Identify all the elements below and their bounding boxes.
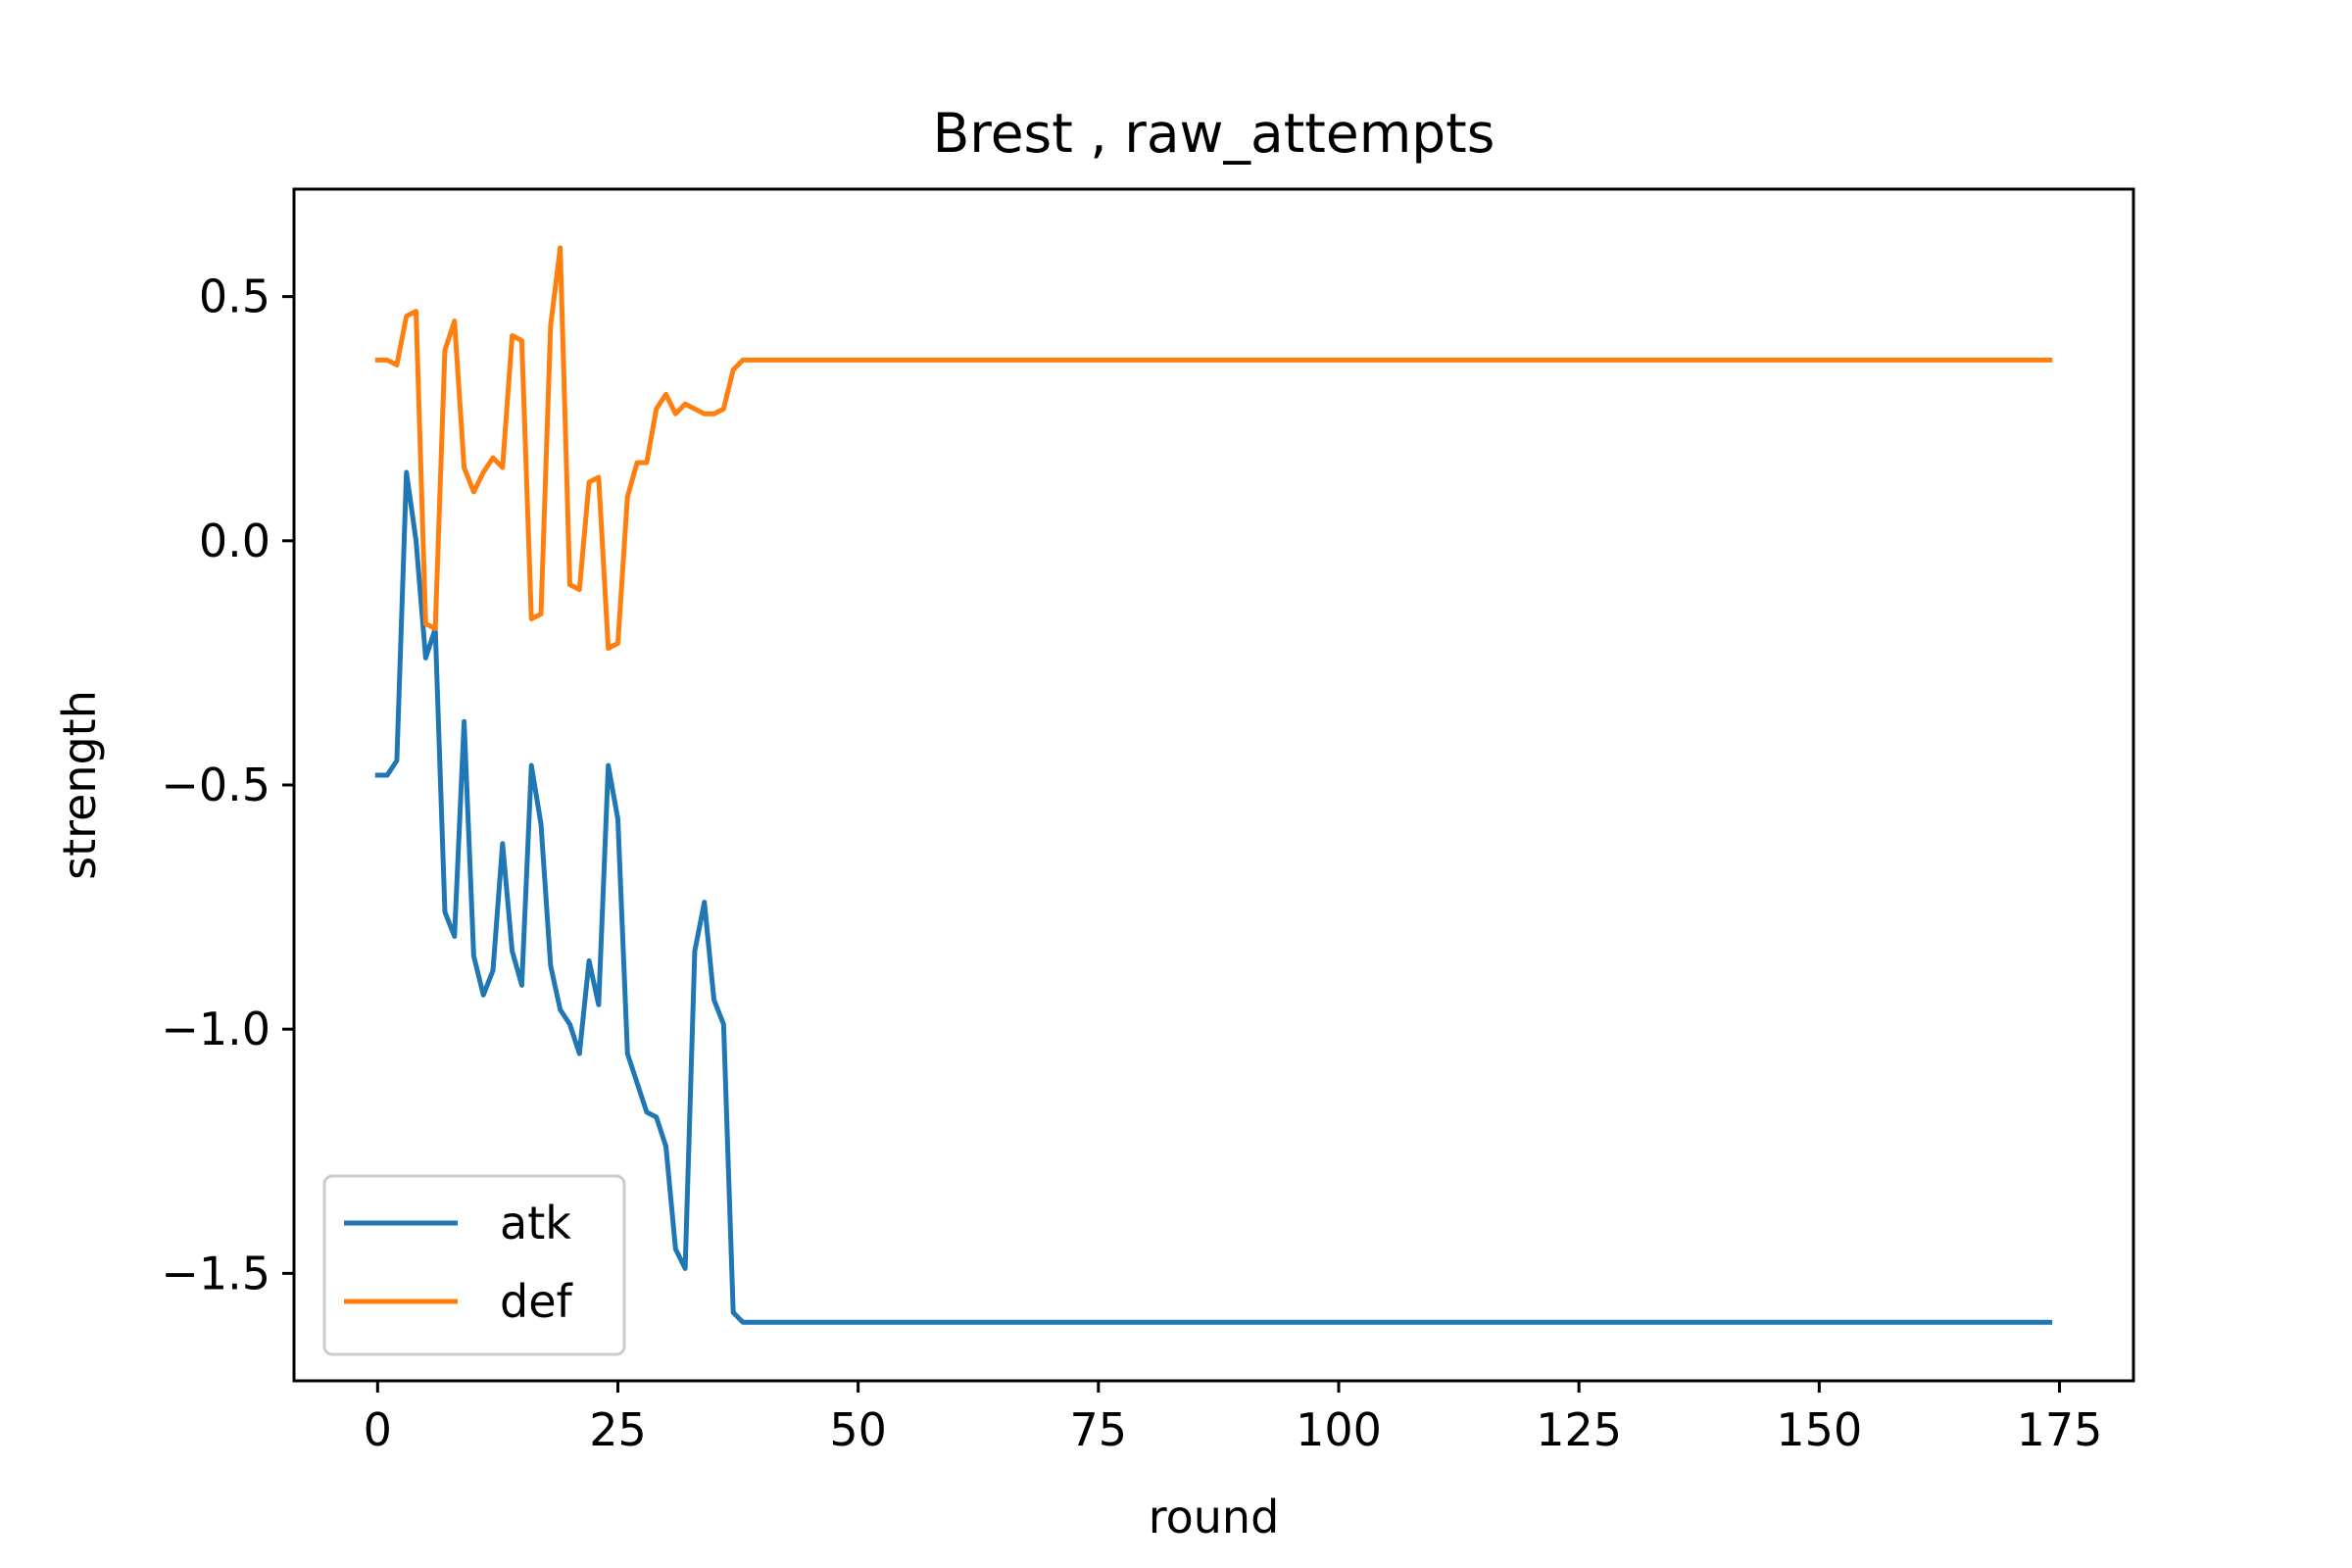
x-tick-label: 50 — [829, 1403, 887, 1456]
x-axis-ticks: 0 25 50 75 100 125 150 175 — [364, 1381, 2103, 1456]
y-tick-label: 0.5 — [199, 270, 270, 323]
x-tick-label: 75 — [1070, 1403, 1128, 1456]
y-axis-ticks: −1.5 −1.0 −0.5 0.0 0.5 — [161, 270, 294, 1299]
x-tick-label: 150 — [1776, 1403, 1862, 1456]
chart-title: Brest , raw_attempts — [933, 102, 1495, 165]
y-axis-label: strength — [53, 690, 106, 880]
y-tick-label: −1.0 — [161, 1003, 270, 1055]
x-axis-label: round — [1149, 1491, 1280, 1544]
y-tick-label: 0.0 — [199, 514, 270, 567]
y-tick-label: −1.5 — [161, 1247, 270, 1299]
x-tick-label: 0 — [364, 1403, 392, 1456]
x-tick-label: 125 — [1536, 1403, 1622, 1456]
x-tick-label: 100 — [1296, 1403, 1382, 1456]
y-tick-label: −0.5 — [161, 759, 270, 811]
series-line-def — [374, 245, 2053, 651]
legend-box — [322, 1174, 626, 1356]
x-tick-label: 175 — [2017, 1403, 2103, 1456]
legend-label-atk: atk — [500, 1197, 571, 1250]
x-tick-label: 25 — [589, 1403, 647, 1456]
legend: atk def — [322, 1174, 626, 1356]
legend-label-def: def — [500, 1275, 574, 1328]
series-line-atk — [374, 469, 2053, 1325]
series-layer — [374, 245, 2053, 1325]
